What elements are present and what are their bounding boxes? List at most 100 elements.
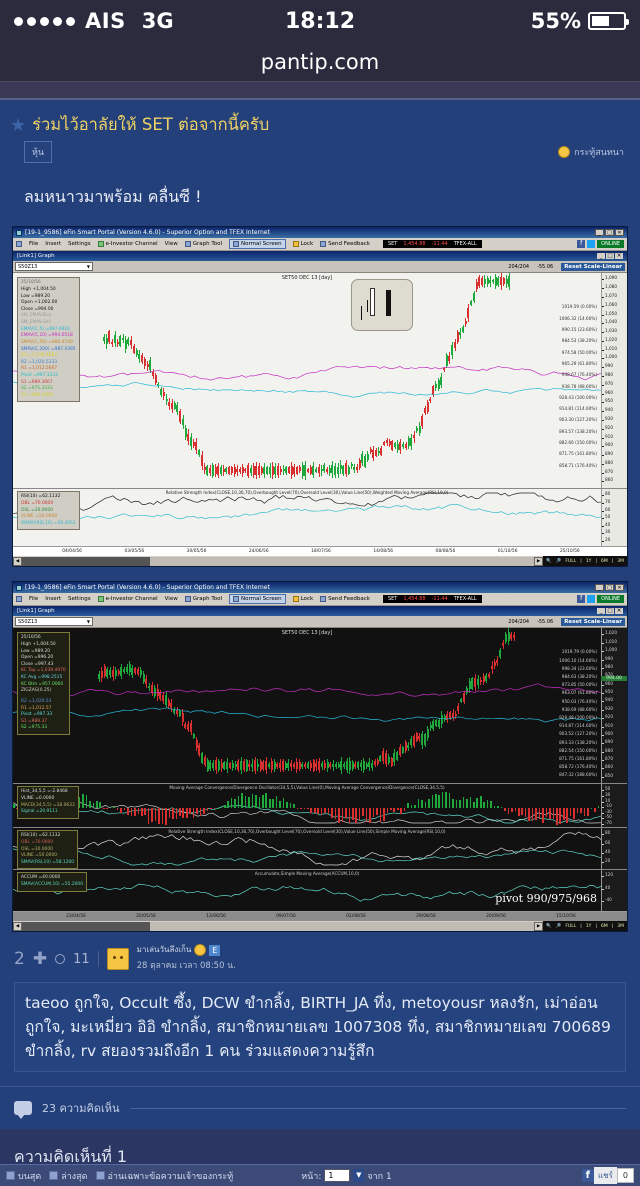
histogram-bar	[445, 792, 447, 808]
topic-tag[interactable]: หุ้น	[24, 141, 52, 163]
histogram-bar	[342, 808, 344, 822]
pane-minimize-button-2[interactable]: _	[597, 608, 605, 614]
range-full-2[interactable]: FULL	[565, 924, 576, 929]
window-title-text-2: [19-1_9586] eFin Smart Portal (Version 4…	[25, 584, 270, 591]
chart-scrollbar-light[interactable]: ◀ ▶ 🔍 🔎 FULL| 1Y| 6M| 3M	[13, 556, 627, 566]
twitter-icon-2[interactable]	[587, 595, 595, 603]
scroll-left-button[interactable]: ◀	[13, 557, 22, 566]
range-1y[interactable]: 1Y	[586, 559, 592, 564]
range-full[interactable]: FULL	[565, 559, 576, 564]
zoom-in-icon-2[interactable]: 🔍	[546, 924, 552, 929]
browser-url-bar[interactable]: pantip.com	[0, 42, 640, 82]
pane-close-button-2[interactable]: ✕	[615, 608, 623, 614]
scroll-right-button-2[interactable]: ▶	[534, 922, 543, 931]
scroll-track-2[interactable]	[22, 922, 534, 931]
scroll-to-top-button[interactable]: บนสุด	[6, 1169, 41, 1183]
close-button[interactable]: ✕	[615, 229, 624, 236]
reset-scale-button-2[interactable]: Reset Scale-Linear	[561, 618, 625, 626]
price-chart-dark[interactable]: SET50 DEC 13 [day] 25/10/56 High +1,004.…	[13, 628, 627, 783]
author-name[interactable]: มาเล่นวันลึงเก็น	[137, 945, 192, 956]
facebook-share-count: 0	[617, 1168, 634, 1183]
pane-restore-button[interactable]: □	[606, 253, 614, 259]
scroll-track[interactable]	[22, 557, 534, 566]
menu-settings-2[interactable]: Settings	[68, 596, 91, 602]
avatar[interactable]	[107, 948, 129, 970]
menu-einvestor-channel[interactable]: e-Investor Channel	[98, 241, 158, 247]
maximize-button[interactable]: □	[605, 229, 614, 236]
zoom-in-icon[interactable]: 🔍	[546, 559, 552, 564]
zoom-out-icon-2[interactable]: 🔎	[556, 924, 562, 929]
menu-lock[interactable]: Lock	[293, 241, 314, 247]
range-6m[interactable]: 6M	[601, 559, 608, 564]
scroll-right-button[interactable]: ▶	[534, 557, 543, 566]
page-select-value[interactable]: 1	[324, 1169, 350, 1182]
owner-only-button[interactable]: อ่านเฉพาะข้อความเจ้าของกระทู้	[96, 1169, 234, 1183]
floating-mini-chart[interactable]	[351, 279, 413, 331]
zoom-out-icon[interactable]: 🔎	[556, 559, 562, 564]
menu-lock-2[interactable]: Lock	[293, 596, 314, 602]
topic-header: ★ ร่วมไว้อาลัยให้ SET ต่อจากนี้ครับ	[0, 100, 640, 135]
menu-home[interactable]	[16, 241, 22, 247]
menu-insert-2[interactable]: Insert	[45, 596, 61, 602]
menu-graph-tool-2[interactable]: Graph Tool	[185, 596, 222, 602]
pane-close-button[interactable]: ✕	[615, 253, 623, 259]
close-button-2[interactable]: ✕	[615, 584, 624, 591]
range-3m-2[interactable]: 3M	[617, 924, 624, 929]
menu-normal-screen[interactable]: Normal Screen	[229, 239, 286, 249]
accum-indicator-pane[interactable]: Accumulate,Simple Moving Average(ACCUM,1…	[13, 869, 627, 911]
menu-graph-tool[interactable]: Graph Tool	[185, 241, 222, 247]
market-ticker-2: SET 1,454.88 -11.44 TFEX-ALL	[383, 595, 482, 603]
menu-home-2[interactable]	[16, 596, 22, 602]
menu-normal-screen-2[interactable]: Normal Screen	[229, 594, 286, 604]
page-label: หน้า:	[301, 1169, 321, 1183]
pane-restore-button-2[interactable]: □	[606, 608, 614, 614]
chevron-down-icon[interactable]: ▼	[353, 1169, 364, 1182]
facebook-share-label[interactable]: แชร์	[594, 1167, 617, 1184]
scroll-thumb[interactable]	[22, 557, 150, 566]
facebook-share-widget[interactable]: f แชร์ 0	[582, 1167, 634, 1184]
plus-icon[interactable]: ✚	[33, 949, 47, 969]
scroll-thumb-2[interactable]	[22, 922, 150, 931]
menu-send-feedback-2[interactable]: Send Feedback	[320, 596, 370, 602]
axis-tick: 860	[602, 477, 627, 486]
facebook-icon-2[interactable]: f	[577, 595, 585, 603]
menu-einvestor-channel-2[interactable]: e-Investor Channel	[98, 596, 158, 602]
pane-minimize-button[interactable]: _	[597, 253, 605, 259]
symbol-input[interactable]: S50Z13▼	[15, 262, 93, 271]
twitter-icon[interactable]	[587, 240, 595, 248]
menu-file[interactable]: File	[29, 241, 38, 247]
minimize-button[interactable]: _	[595, 229, 604, 236]
range-1y-2[interactable]: 1Y	[586, 924, 592, 929]
maximize-button-2[interactable]: □	[605, 584, 614, 591]
range-3m[interactable]: 3M	[617, 559, 624, 564]
menu-file-2[interactable]: File	[29, 596, 38, 602]
star-icon[interactable]: ★	[10, 117, 26, 135]
rsi-title-2: Relative Strength Index(CLOSE,10,30,70),…	[13, 829, 601, 834]
menu-send-feedback[interactable]: Send Feedback	[320, 241, 370, 247]
accum-smav: SMAV(ACCUM,10) =55.2000	[21, 882, 83, 889]
scroll-left-button-2[interactable]: ◀	[13, 922, 22, 931]
range-6m-2[interactable]: 6M	[601, 924, 608, 929]
rsi-indicator-pane[interactable]: Relative Strength Index(CLOSE,10,30,70),…	[13, 488, 627, 546]
reset-scale-button[interactable]: Reset Scale-Linear	[561, 263, 625, 271]
histogram-bar	[148, 808, 150, 824]
macd-indicator-pane[interactable]: Moving Average Convergence/Divergence Os…	[13, 783, 627, 827]
menu-insert[interactable]: Insert	[45, 241, 61, 247]
histogram-bar	[532, 808, 534, 821]
comment-icon	[55, 954, 65, 964]
minimize-button-2[interactable]: _	[595, 584, 604, 591]
online-status-badge-2: ONLINE	[597, 595, 624, 603]
histogram-bar	[310, 808, 312, 813]
page-selector[interactable]: หน้า: 1 ▼ จาก 1	[301, 1169, 392, 1183]
menu-view[interactable]: View	[165, 241, 178, 247]
date-tick: 20/09/56	[486, 914, 506, 919]
bar-count-label-2: 204/204	[508, 619, 529, 625]
price-chart-light[interactable]: SET50 DEC 13 [day] 25/10/56 High +1,004.…	[13, 273, 627, 488]
chart-scrollbar-dark[interactable]: ◀ ▶ 🔍 🔎 FULL| 1Y| 6M| 3M	[13, 921, 627, 931]
rsi-indicator-pane-2[interactable]: Relative Strength Index(CLOSE,10,30,70),…	[13, 827, 627, 869]
symbol-input-2[interactable]: S50Z13▼	[15, 617, 93, 626]
facebook-icon[interactable]: f	[577, 240, 585, 248]
scroll-to-bottom-button[interactable]: ล่างสุด	[49, 1169, 87, 1183]
menu-view-2[interactable]: View	[165, 596, 178, 602]
menu-settings[interactable]: Settings	[68, 241, 91, 247]
